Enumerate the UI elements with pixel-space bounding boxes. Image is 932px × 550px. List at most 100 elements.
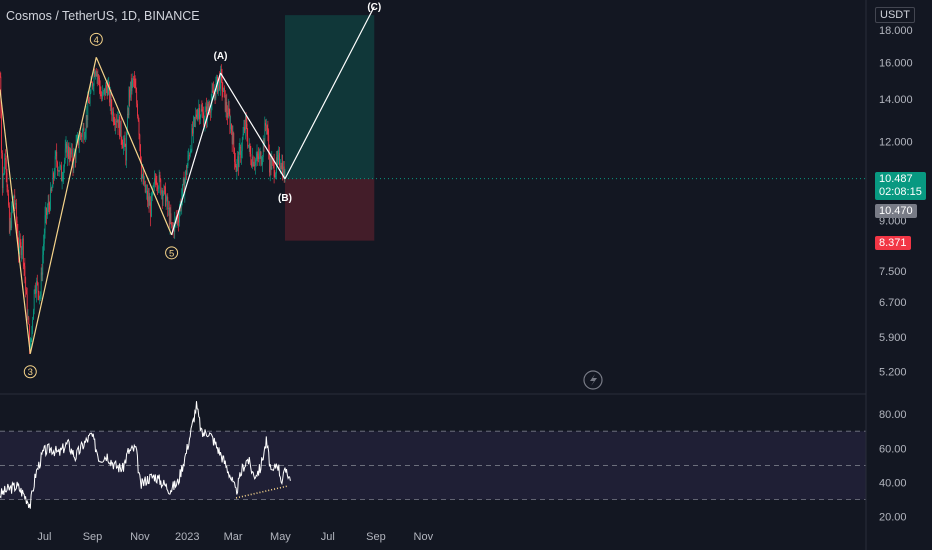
candle-body xyxy=(147,190,148,202)
candle-body xyxy=(224,87,225,91)
candle-body xyxy=(283,166,285,180)
candle-body xyxy=(216,76,218,83)
candle-body xyxy=(234,148,235,162)
candle-body xyxy=(231,130,233,144)
candle-body xyxy=(245,116,246,131)
wave-line xyxy=(284,6,375,180)
candle-body xyxy=(265,122,267,126)
candle-body xyxy=(265,125,267,127)
candle-body xyxy=(217,82,219,93)
candle-body xyxy=(94,72,96,77)
candle-body xyxy=(54,156,56,175)
wave-line xyxy=(220,72,286,180)
candle-body xyxy=(171,222,173,226)
candle-body xyxy=(254,164,256,166)
time-tick-label: Jul xyxy=(321,531,335,543)
wave-line xyxy=(0,89,31,354)
candle-body xyxy=(86,115,88,121)
candle-body xyxy=(182,184,183,198)
price-axis: 18.000 16.000 14.000 12.000 9.000 7.500 6.700 5… xyxy=(879,25,913,524)
candle-body xyxy=(83,127,85,140)
wave-label: 3 xyxy=(28,367,33,378)
candle-body xyxy=(34,289,36,291)
candle-body xyxy=(236,161,238,172)
candle-body xyxy=(130,81,131,98)
candle-body xyxy=(8,205,10,233)
candle-body xyxy=(16,220,18,232)
candle-body xyxy=(248,144,249,147)
candle-body xyxy=(19,239,21,243)
candle-body xyxy=(162,194,164,200)
candle-body xyxy=(165,199,167,206)
candle-body xyxy=(105,85,107,96)
candle-body xyxy=(115,120,117,126)
candle-body xyxy=(257,153,259,157)
bar-countdown: 02:08:15 xyxy=(879,186,922,198)
time-axis: Jul Sep Nov 2023 Mar May Jul Sep Nov xyxy=(37,531,433,543)
candle-body xyxy=(102,90,104,92)
candle-body xyxy=(283,166,284,178)
candle-body xyxy=(78,139,80,145)
candle-body xyxy=(193,117,195,120)
candle-body xyxy=(151,193,153,195)
currency-badge[interactable]: USDT xyxy=(875,7,915,23)
candle-body xyxy=(273,161,275,177)
candle-body xyxy=(186,165,188,175)
candle-body xyxy=(77,135,79,139)
candle-body xyxy=(17,231,19,245)
candle-body xyxy=(137,116,139,121)
candle-body xyxy=(240,146,242,158)
candle-body xyxy=(79,133,81,140)
alert-icon[interactable] xyxy=(583,370,603,390)
candle-body xyxy=(57,162,58,172)
candle-body xyxy=(43,233,45,244)
candle-body xyxy=(258,156,260,160)
candle-body xyxy=(125,146,127,161)
candle-body xyxy=(184,180,186,194)
price-tick-label: 5.900 xyxy=(879,332,907,344)
candle-body xyxy=(60,165,62,182)
candle-body xyxy=(284,170,286,180)
candle-body xyxy=(226,101,228,113)
candle-body xyxy=(167,197,169,209)
candle-body xyxy=(233,133,235,149)
candle-body xyxy=(27,317,29,319)
candle-body xyxy=(120,120,122,139)
candle-body xyxy=(9,221,11,233)
wave-label: 4 xyxy=(94,35,99,46)
candle-body xyxy=(38,291,40,299)
candle-body xyxy=(280,165,282,170)
candle-body xyxy=(92,85,94,87)
candle-body xyxy=(99,77,100,87)
candle-body xyxy=(153,183,155,187)
candle-body xyxy=(185,170,187,181)
candle-body xyxy=(205,106,207,112)
wave-marker xyxy=(165,246,179,260)
candle-body xyxy=(279,165,281,167)
candle-body xyxy=(195,114,197,119)
candle-body xyxy=(264,122,266,145)
rsi-pane xyxy=(0,401,866,509)
candle-body xyxy=(92,82,93,87)
candle-body xyxy=(197,110,199,119)
candle-body xyxy=(137,103,138,117)
candle-body xyxy=(59,165,61,172)
candle-body xyxy=(64,148,66,161)
candle-body xyxy=(268,135,270,152)
candle-body xyxy=(259,153,260,160)
candle-body xyxy=(89,92,91,104)
candle-body xyxy=(210,101,212,113)
candle-body xyxy=(67,145,69,156)
candle-body xyxy=(46,208,48,216)
candle-body xyxy=(123,142,124,149)
candle-body xyxy=(67,145,69,157)
candle-body xyxy=(15,203,16,205)
candle-body xyxy=(252,157,253,167)
candle-body xyxy=(189,154,190,157)
candle-body xyxy=(132,78,134,81)
candle-body xyxy=(4,158,6,174)
candle-body xyxy=(109,93,111,103)
candle-body xyxy=(206,103,208,120)
candle-body xyxy=(163,186,165,195)
